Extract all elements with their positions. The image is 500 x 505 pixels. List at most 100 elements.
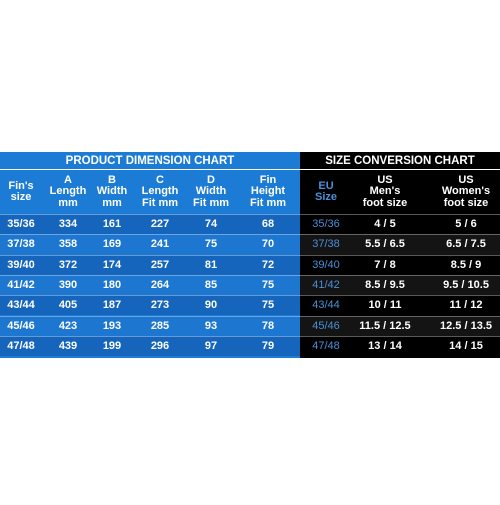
table-cell: 180: [102, 278, 122, 291]
table-cell: 41/42: [312, 278, 340, 291]
table-cell: 90: [204, 299, 218, 312]
table-cell: 6.5 / 7.5: [446, 238, 486, 251]
table-cell: 11.5 / 12.5: [359, 319, 411, 332]
table-cell: 227: [150, 218, 170, 230]
table-cell: 78: [261, 319, 275, 332]
column-header: Fin's size: [0, 170, 61, 214]
column-header: Fin Height Fit mm: [228, 170, 308, 214]
table-cell: 273: [150, 299, 170, 312]
table-cell: 257: [150, 258, 170, 271]
table-cell: 5.5 / 6.5: [365, 238, 405, 251]
header-line: EU: [318, 179, 334, 192]
row-background: [300, 335, 500, 357]
column-header: C Length Fit mm: [120, 170, 200, 214]
header-line: Height: [250, 185, 286, 198]
table-cell: 334: [58, 218, 78, 230]
header-line: US: [458, 173, 474, 186]
table-cell: 75: [204, 238, 218, 251]
table-cell: 8.5 / 9.5: [365, 278, 405, 291]
row-background: [300, 254, 500, 275]
table-cell: 75: [261, 278, 275, 291]
table-cell: 35/36: [7, 218, 35, 230]
header-line: Width: [96, 185, 128, 198]
table-cell: 37/38: [7, 238, 35, 251]
header-line: Fin: [259, 173, 277, 186]
table-cell: 241: [150, 238, 170, 251]
header-line: Fin's: [8, 179, 34, 192]
section-title: SIZE CONVERSION CHART: [300, 152, 500, 170]
row-background: [0, 214, 300, 235]
table-cell: 47/48: [7, 339, 35, 352]
header-line: C: [156, 173, 164, 186]
table-cell: 11 / 12: [449, 299, 483, 312]
table-cell: 74: [204, 218, 218, 230]
row-background: [0, 295, 300, 316]
header-line: Fit mm: [141, 196, 179, 209]
table-cell: 97: [204, 339, 218, 352]
table-cell: 187: [102, 299, 122, 312]
table-cell: 39/40: [312, 258, 340, 271]
table-cell: 161: [102, 218, 122, 230]
table-cell: 285: [150, 319, 170, 332]
row-background: [0, 315, 300, 336]
table-cell: 14 / 15: [449, 339, 483, 352]
column-header: EU Size: [286, 170, 366, 214]
table-cell: 68: [261, 218, 275, 230]
table-cell: 45/46: [312, 319, 340, 332]
row-background: [300, 315, 500, 336]
header-line: Fit mm: [192, 196, 230, 209]
header-line: Length: [49, 185, 87, 198]
table-cell: 174: [102, 258, 122, 271]
table-cell: 9.5 / 10.5: [443, 278, 489, 291]
column-header: B Width mm: [72, 170, 152, 214]
header-line: Length: [141, 185, 179, 198]
column-header: D Width Fit mm: [171, 170, 251, 214]
table-cell: 372: [58, 258, 78, 271]
header-line: mm: [58, 196, 78, 209]
table-cell: 13 / 14: [368, 339, 402, 352]
header-line: B: [108, 173, 116, 186]
table-cell: 423: [58, 319, 78, 332]
header-line: D: [207, 173, 215, 186]
table-cell: 296: [150, 339, 170, 352]
column-header: A Length mm: [28, 170, 108, 214]
table-cell: 35/36: [312, 218, 340, 230]
header-line: US: [377, 173, 393, 186]
table-cell: 43/44: [312, 299, 340, 312]
table-cell: 93: [204, 319, 218, 332]
table-cell: 37/38: [312, 238, 340, 251]
table-cell: 5 / 6: [455, 218, 477, 230]
header-line: size: [10, 191, 32, 203]
table-cell: 8.5 / 9: [450, 258, 482, 271]
row-background: [300, 234, 500, 255]
header-line: Width: [195, 185, 227, 198]
table-cell: 264: [150, 278, 170, 291]
row-background: [0, 274, 300, 296]
table-cell: 81: [204, 258, 218, 271]
table-cell: 10 / 11: [368, 299, 402, 312]
section-title: PRODUCT DIMENSION CHART: [0, 152, 300, 170]
header-line: Fit mm: [249, 196, 287, 209]
table-cell: 72: [261, 258, 275, 271]
column-header: US Men's foot size: [345, 170, 425, 214]
header-line: mm: [102, 196, 122, 209]
table-cell: 199: [102, 339, 122, 352]
table-cell: 70: [261, 238, 275, 251]
row-background: [0, 335, 300, 357]
column-header: US Women's foot size: [426, 170, 500, 214]
table-cell: 12.5 / 13.5: [440, 319, 492, 332]
table-cell: 45/46: [7, 319, 35, 332]
table-cell: 169: [102, 238, 122, 251]
header-line: foot size: [443, 196, 489, 209]
table-cell: 39/40: [7, 258, 35, 271]
header-line: Size: [314, 191, 337, 203]
header-line: foot size: [362, 196, 408, 209]
table-cell: 7 / 8: [374, 258, 396, 271]
row-background: [0, 254, 300, 275]
row-background: [300, 274, 500, 296]
table-cell: 85: [204, 278, 218, 291]
table-cell: 41/42: [7, 278, 35, 291]
table-cell: 43/44: [7, 299, 35, 312]
header-line: A: [64, 173, 72, 186]
table-cell: 75: [261, 299, 275, 312]
